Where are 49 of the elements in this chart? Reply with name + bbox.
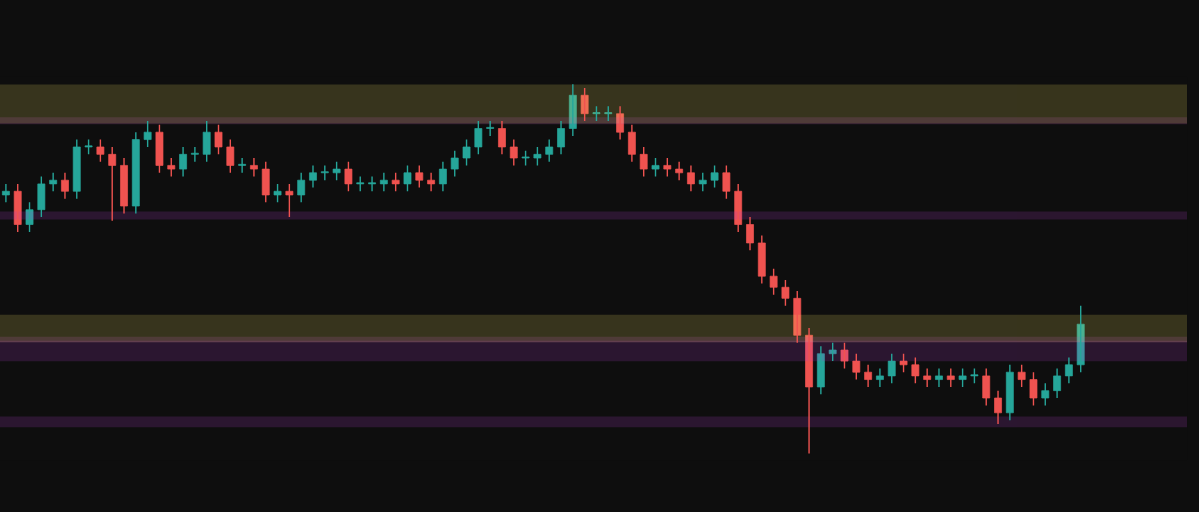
candlestick [415,164,424,189]
candlestick [143,120,152,148]
candlestick [911,356,920,384]
candlestick [769,268,778,296]
candlestick [946,367,955,388]
candlestick [1017,364,1026,388]
candlestick [273,183,282,204]
candlestick [651,157,660,178]
candlestick [167,157,176,178]
candlestick [958,367,967,388]
candlestick [1041,382,1050,407]
candlestick [509,138,518,167]
candlestick [368,175,376,192]
candlestick [887,353,896,384]
candlestick [474,120,483,156]
candlestick [108,146,117,222]
candlestick [214,124,223,156]
candlestick [344,161,353,192]
candlestick [96,138,105,163]
candlestick [261,161,270,204]
candlestick [698,172,707,192]
candlestick [285,183,294,218]
candlestick [982,367,991,407]
candlestick [793,290,802,344]
candlestick [1029,371,1038,407]
candlestick [202,120,211,163]
candlestick [37,175,46,218]
candlestick [25,201,34,233]
candlestick [462,138,471,167]
candlestick [639,146,648,178]
candlestick [852,353,861,381]
candlestick [332,161,341,181]
candlestick [722,164,731,200]
candlestick [403,164,412,192]
candlestick [450,149,459,178]
candlestick [226,138,235,174]
candlestick [781,279,790,307]
candlestick [545,138,554,163]
candlestick [391,172,400,192]
candlestick [710,164,719,189]
candlestick [533,146,542,167]
candlestick [899,353,908,373]
candlestick [13,183,22,233]
candlestick [828,341,837,362]
candlestick [840,341,849,370]
candlestick [155,124,164,174]
candlestick [580,87,589,122]
candlestick [663,157,672,178]
candlestick [72,138,81,200]
